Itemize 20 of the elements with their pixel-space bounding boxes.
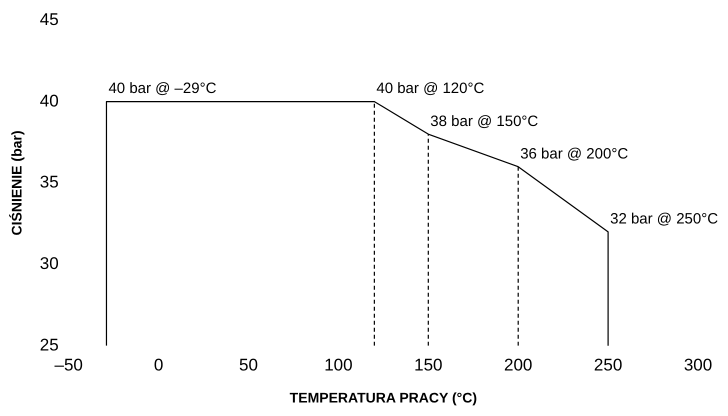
annotation: 40 bar @ –29°C bbox=[108, 80, 217, 98]
annotation: 36 bar @ 200°C bbox=[520, 145, 628, 162]
x-tick-label: 150 bbox=[414, 356, 442, 375]
y-tick-label: 30 bbox=[40, 254, 59, 274]
y-tick-label: 25 bbox=[40, 335, 59, 354]
x-tick-label: –50 bbox=[54, 356, 83, 375]
x-tick-label: 0 bbox=[154, 356, 164, 375]
x-tick-label: 300 bbox=[684, 356, 712, 375]
y-axis-title: CIŚNIENIE (bar) bbox=[8, 130, 24, 236]
y-tick-label: 40 bbox=[40, 91, 59, 110]
y-tick-label: 35 bbox=[40, 172, 59, 192]
x-tick-label: 50 bbox=[239, 356, 258, 375]
annotation: 32 bar @ 250°C bbox=[610, 210, 718, 228]
x-axis-title: TEMPERATURA PRACY (°C) bbox=[290, 389, 478, 406]
x-tick-label: 100 bbox=[324, 356, 353, 375]
annotation: 40 bar @ 120°C bbox=[376, 80, 484, 98]
x-tick-label: 250 bbox=[594, 356, 622, 375]
x-tick-label: 200 bbox=[504, 356, 532, 375]
annotation: 38 bar @ 150°C bbox=[430, 112, 538, 130]
y-tick-label: 45 bbox=[40, 10, 59, 29]
